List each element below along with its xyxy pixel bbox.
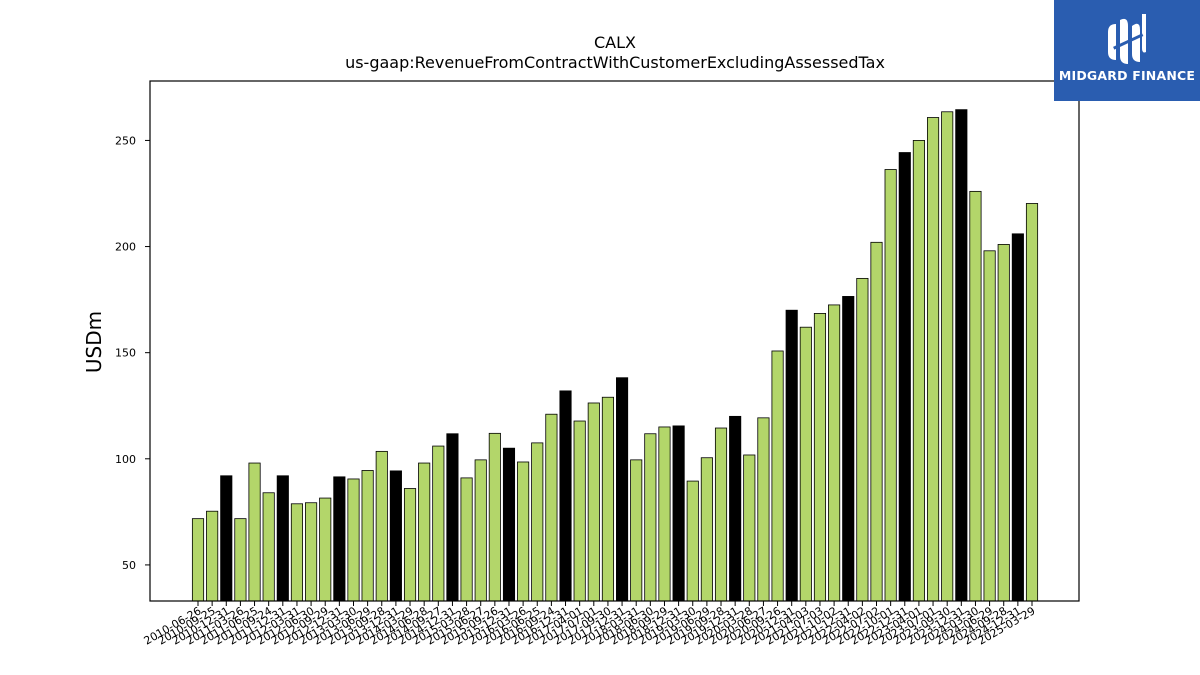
bar-2018-09-29	[658, 426, 671, 602]
bar-2016-03-26	[517, 461, 530, 602]
bar-2017-04-01	[573, 420, 586, 602]
y-tick-label: 250	[115, 134, 136, 147]
midgard-finance-logo: MIDGARD FINANCE	[1054, 0, 1200, 101]
bar-2017-12-31	[616, 377, 629, 602]
bar-2014-03-29	[403, 488, 417, 602]
bar-2022-10-01	[884, 169, 897, 602]
logo-mark-icon	[1108, 14, 1146, 64]
bar-2012-03-31	[290, 503, 304, 602]
bar-2023-09-30	[941, 111, 954, 602]
bar-2024-09-28	[997, 244, 1010, 602]
bar-2012-09-29	[319, 497, 332, 602]
bar-2010-09-25	[206, 510, 219, 602]
bar-2013-06-29	[361, 470, 374, 602]
bar-2019-03-30	[686, 480, 699, 602]
y-tick-label: 50	[122, 559, 136, 572]
x-axis: 2010-06-262010-09-252010-12-312011-03-26…	[142, 601, 1038, 648]
bar-2014-12-31	[446, 433, 459, 602]
bar-2019-06-29	[700, 457, 713, 602]
y-tick-label: 100	[115, 453, 136, 466]
logo-text: MIDGARD FINANCE	[1058, 68, 1196, 83]
bar-2017-09-30	[601, 396, 614, 602]
bar-2021-07-03	[813, 313, 827, 602]
bar-2020-03-28	[743, 454, 756, 602]
bar-2024-12-31	[1011, 233, 1024, 602]
bar-2019-12-31	[729, 415, 742, 602]
bar-2017-07-01	[587, 402, 600, 602]
bar-2020-12-31	[785, 309, 798, 602]
bar-2016-12-31	[559, 390, 572, 602]
bar-2020-09-26	[771, 350, 784, 602]
y-axis-label: USDm	[82, 311, 106, 373]
bar-2021-12-31	[842, 296, 855, 602]
bar-2015-12-31	[502, 447, 516, 602]
bar-2023-04-01	[912, 140, 925, 602]
y-tick-label: 150	[115, 347, 136, 360]
bar-2023-07-01	[927, 117, 940, 602]
bar-2011-03-26	[234, 518, 247, 602]
bar-2011-06-25	[248, 462, 261, 602]
bar-2010-06-26	[191, 518, 205, 602]
bar-2024-06-29	[983, 250, 996, 602]
bar-2014-06-28	[418, 462, 431, 602]
bar-2025-03-29	[1025, 203, 1039, 602]
bar-2011-12-31	[276, 475, 289, 602]
bar-2016-09-24	[545, 413, 558, 602]
bar-2022-04-02	[856, 277, 869, 602]
bar-2020-06-27	[757, 417, 770, 602]
bar-2015-03-28	[460, 477, 473, 602]
chart-title: CALX	[594, 33, 636, 52]
y-axis: 50 100 150 200 250	[115, 134, 150, 572]
bar-2013-09-28	[375, 450, 388, 602]
bar-2021-10-02	[828, 304, 841, 602]
bar-2024-03-30	[969, 190, 982, 602]
chart-subtitle: us-gaap:RevenueFromContractWithCustomerE…	[345, 53, 885, 72]
bar-2013-03-30	[347, 478, 360, 602]
bar-2018-12-31	[672, 425, 685, 602]
bar-2015-06-27	[474, 459, 487, 602]
bar-2011-09-24	[262, 492, 275, 602]
bars-group	[191, 109, 1039, 602]
bar-2010-12-31	[220, 475, 233, 602]
bar-2023-12-31	[955, 109, 968, 602]
plot-frame	[149, 80, 1080, 602]
bar-2021-04-03	[799, 326, 812, 602]
bar-2022-12-31	[898, 152, 911, 602]
bar-2014-09-27	[432, 445, 445, 602]
bar-2018-06-30	[644, 433, 657, 602]
bar-2013-12-31	[389, 470, 402, 602]
bar-2012-06-30	[305, 502, 318, 602]
bar-2015-09-26	[488, 432, 501, 602]
y-tick-label: 200	[115, 241, 136, 254]
bar-2018-03-31	[630, 459, 643, 602]
bar-2016-06-25	[531, 442, 544, 602]
bar-2019-09-28	[714, 427, 728, 602]
bar-2012-12-31	[333, 476, 346, 602]
bar-2022-07-02	[870, 241, 883, 602]
